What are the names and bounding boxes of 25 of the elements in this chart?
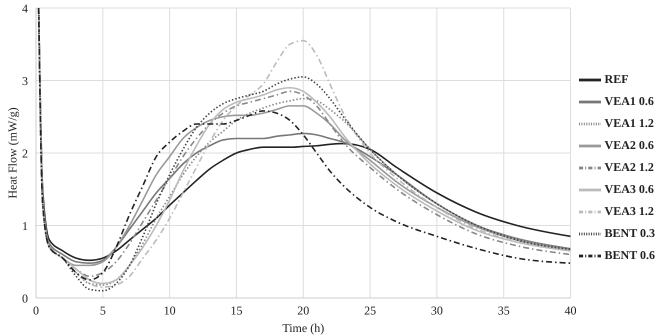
legend-label: REF [604, 72, 629, 86]
legend-label: VEA2 0.6 [604, 138, 654, 152]
legend-label: VEA3 1.2 [604, 204, 654, 218]
legend-label: VEA1 1.2 [604, 116, 654, 130]
legend-label: VEA2 1.2 [604, 160, 654, 174]
y-tick-label: 1 [22, 218, 28, 233]
x-tick-label: 35 [498, 304, 510, 318]
y-tick-label: 0 [22, 291, 28, 306]
legend-label: VEA1 0.6 [604, 94, 654, 108]
legend-label: BENT 0.6 [604, 248, 655, 262]
y-tick-label: 3 [22, 74, 28, 88]
x-tick-label: 10 [164, 304, 176, 318]
x-tick-label: 20 [297, 304, 310, 318]
x-tick-label: 0 [33, 304, 39, 318]
x-tick-label: 25 [364, 304, 376, 318]
legend-label: VEA3 0.6 [604, 182, 654, 196]
x-tick-label: 5 [100, 304, 106, 318]
x-tick-label: 40 [564, 304, 577, 318]
x-tick-label: 30 [430, 304, 443, 318]
y-tick-label: 2 [22, 146, 28, 160]
y-tick-label: 4 [22, 1, 28, 16]
legend-label: BENT 0.3 [604, 226, 655, 240]
x-tick-label: 15 [230, 304, 242, 318]
x-axis-title: Time (h) [282, 321, 324, 335]
y-axis-title: Heat Flow (mW/g) [5, 107, 20, 199]
